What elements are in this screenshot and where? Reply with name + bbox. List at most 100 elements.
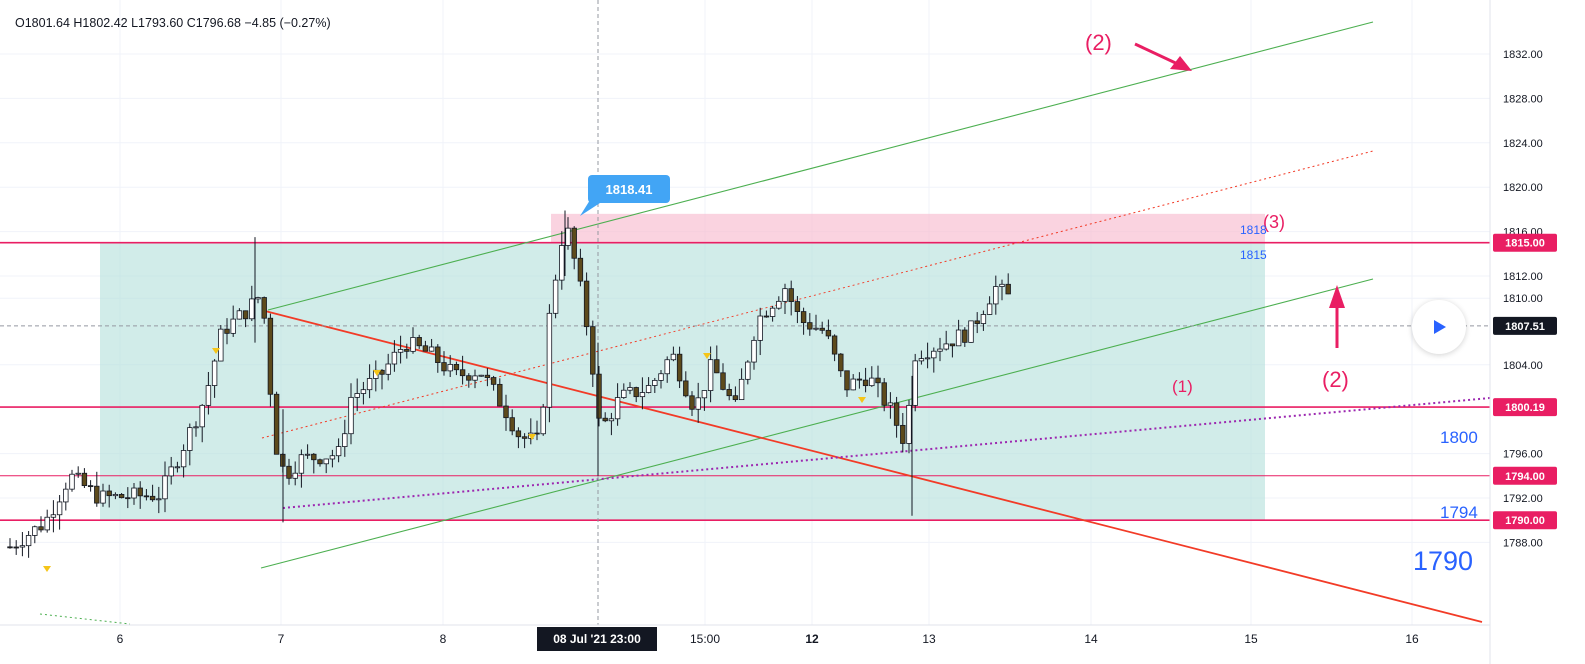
candle-body [986, 303, 993, 315]
level-price-tag-text: 1800.19 [1505, 402, 1545, 414]
zones [100, 213, 1265, 521]
candle-body [559, 245, 565, 281]
replay-play-button[interactable] [1412, 300, 1466, 354]
candle-body [503, 405, 509, 419]
time-tick-label: 16 [1405, 632, 1419, 646]
candle-body [701, 390, 708, 399]
candle-body [317, 459, 323, 465]
candle-body [69, 473, 75, 490]
candle-body [720, 372, 726, 390]
candle-body [565, 227, 571, 246]
candle-body [187, 427, 193, 451]
candle-body [404, 349, 410, 352]
price-tick-label: 1810.00 [1503, 293, 1543, 305]
candle-body [466, 375, 472, 381]
candle-body [236, 310, 243, 320]
candle-body [75, 472, 81, 475]
candle-body [639, 392, 646, 398]
candle-body [552, 279, 559, 314]
level-price-tag [1493, 233, 1557, 252]
green-dotted-line [39, 613, 131, 625]
level-price-tag [1493, 466, 1557, 485]
crosshair-time-tag [537, 627, 657, 651]
price-tick-label: 1788.00 [1503, 537, 1543, 549]
price-tick-label: 1828.00 [1503, 93, 1543, 105]
candle-body [311, 453, 317, 461]
candle-body [211, 360, 218, 386]
candle-body [819, 327, 825, 331]
candle-body [490, 377, 497, 385]
candle-body [106, 490, 112, 497]
candle-body [242, 310, 249, 320]
candle-body [25, 535, 32, 547]
candle-body [652, 379, 658, 386]
annotation-right-label: (2) [1322, 367, 1349, 392]
drawing-lines [0, 0, 1491, 625]
price-axis[interactable]: 1832.001828.001824.001820.001816.001812.… [1489, 0, 1585, 664]
ohlc-high: H1802.42 [73, 16, 128, 30]
candle-body [137, 487, 143, 497]
candle-body [435, 346, 441, 363]
candle-body [999, 283, 1005, 287]
time-tick-label: 15 [1244, 632, 1258, 646]
candle-body [614, 397, 621, 420]
candle-body [776, 300, 782, 309]
candle-body [478, 374, 484, 377]
candle-body [50, 514, 57, 518]
candle-body [608, 418, 615, 422]
candle-body [850, 378, 856, 391]
candle-body [447, 363, 453, 372]
candle-body [534, 432, 540, 435]
annotation-channel-label: (1) [1172, 377, 1193, 396]
level-price-tag-text: 1815.00 [1505, 238, 1545, 250]
candle-body [918, 358, 925, 362]
candle-body [583, 280, 590, 328]
candle-body [366, 378, 373, 391]
candle-body [751, 339, 757, 363]
candle-body [32, 526, 38, 536]
candle-body [428, 346, 435, 352]
annotation-top-arrow [1134, 42, 1183, 68]
candle-body [255, 297, 261, 300]
time-tick-label: 12 [805, 632, 819, 646]
candle-body [931, 350, 937, 359]
candle-body [249, 298, 255, 320]
candle-body [391, 351, 398, 365]
signal-triangle-icon [703, 353, 711, 359]
candle-body [881, 382, 887, 406]
ohlc-low: L1793.60 [131, 16, 184, 30]
candle-body [844, 370, 850, 391]
candle-body [273, 393, 280, 455]
candle-body [689, 395, 695, 410]
candle-body [707, 359, 714, 391]
candle-body [422, 345, 429, 352]
time-axis[interactable]: 6 7 8 12 13 14 15 16 15:00 08 Jul '21 23:00 [0, 624, 1490, 651]
candle-body [125, 497, 131, 500]
time-tick-label: 13 [922, 632, 936, 646]
signal-triangle-icon [528, 434, 536, 440]
candle-body [794, 301, 801, 312]
candle-body [267, 317, 274, 395]
candle-body [738, 378, 745, 401]
candle-body [590, 326, 596, 375]
price-tick-label: 1792.00 [1503, 493, 1543, 505]
candle-body [94, 485, 100, 504]
level-note-1794: 1794 [1440, 503, 1478, 522]
price-tick-label: 1812.00 [1503, 271, 1543, 283]
candle-body [131, 487, 137, 499]
candle-body [13, 546, 19, 549]
level-price-tag-text: 1790.00 [1505, 515, 1545, 527]
channel-lower-line [260, 278, 1374, 569]
candle-body [571, 227, 577, 259]
candle-body [695, 397, 701, 410]
candle-body [342, 433, 348, 447]
candle-body [788, 288, 794, 302]
candle-body [441, 362, 447, 372]
candle-body [540, 406, 546, 435]
candle-body [100, 490, 106, 504]
level-price-tag-text: 1794.00 [1505, 471, 1545, 483]
candle-body [1005, 283, 1011, 295]
candle-body [782, 288, 788, 302]
signal-triangle-icon [858, 397, 866, 403]
